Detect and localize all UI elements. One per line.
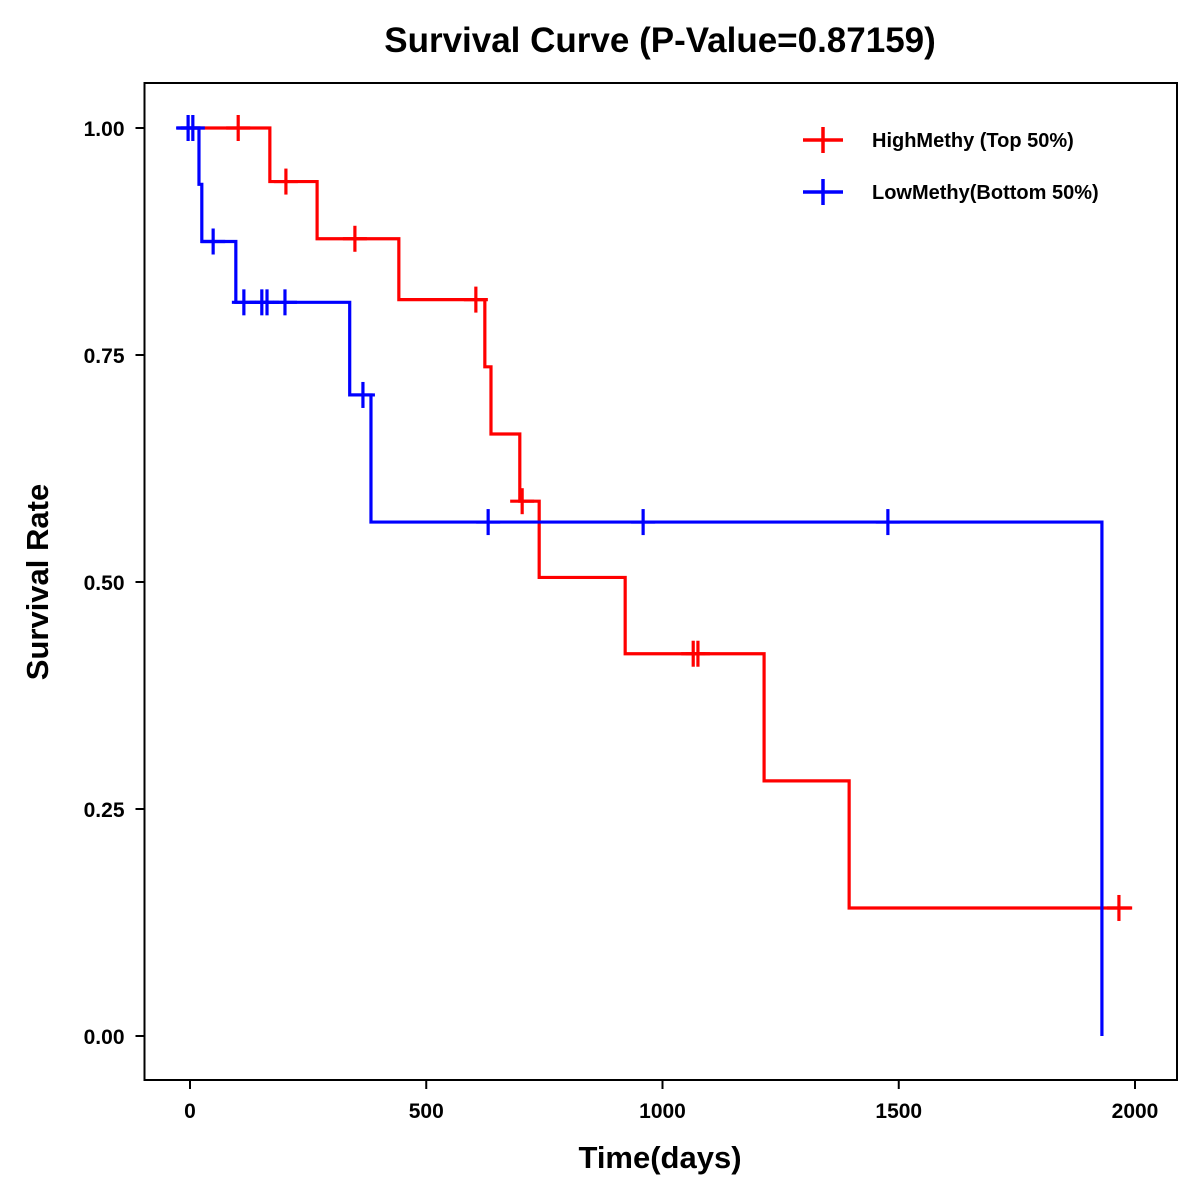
chart-title: Survival Curve (P-Value=0.87159): [384, 21, 936, 60]
legend-label: LowMethy(Bottom 50%): [872, 182, 1099, 204]
legend-key-icon: [803, 127, 843, 153]
censor-mark: [875, 509, 900, 536]
survival-step-line: [177, 126, 1104, 1036]
censor-mark: [476, 509, 501, 536]
legend-key-icon: [803, 179, 843, 205]
censor-mark: [201, 228, 226, 255]
series-low-methy: [176, 115, 1104, 1036]
x-tick-label: 1500: [875, 1100, 922, 1123]
series-layer: [176, 115, 1133, 1036]
x-tick-label: 500: [409, 1100, 444, 1123]
legend-label: HighMethy (Top 50%): [872, 130, 1074, 152]
censor-mark: [463, 286, 488, 313]
survival-step-line: [190, 126, 1133, 910]
legend: HighMethy (Top 50%) LowMethy(Bottom 50%): [803, 127, 1099, 205]
x-axis: 0 500 1000 1500 2000: [184, 1080, 1158, 1123]
censor-mark: [273, 168, 298, 195]
censor-mark: [342, 225, 367, 252]
y-tick-label: 0.50: [84, 572, 125, 595]
plot-frame: [143, 82, 1178, 1081]
censor-mark: [1106, 894, 1131, 921]
censor-mark: [272, 289, 297, 316]
x-axis-label: Time(days): [578, 1140, 741, 1175]
y-tick-label: 0.75: [84, 345, 125, 368]
y-axis: 0.00 0.25 0.50 0.75 1.00: [84, 118, 145, 1049]
censor-mark: [180, 115, 205, 141]
y-tick-label: 0.25: [84, 799, 125, 822]
x-tick-label: 0: [184, 1100, 196, 1123]
censor-mark: [631, 509, 656, 536]
y-axis-label: Survival Rate: [20, 484, 55, 680]
legend-item: HighMethy (Top 50%): [803, 127, 1074, 153]
censor-mark: [685, 640, 710, 667]
censor-mark: [350, 381, 375, 408]
series-high-methy: [190, 115, 1133, 921]
censor-mark: [226, 115, 251, 141]
censor-mark: [510, 488, 535, 515]
x-tick-label: 1000: [639, 1100, 686, 1123]
legend-item: LowMethy(Bottom 50%): [803, 179, 1099, 205]
y-tick-label: 1.00: [84, 118, 125, 141]
y-tick-label: 0.00: [84, 1026, 125, 1049]
x-tick-label: 2000: [1112, 1100, 1159, 1123]
